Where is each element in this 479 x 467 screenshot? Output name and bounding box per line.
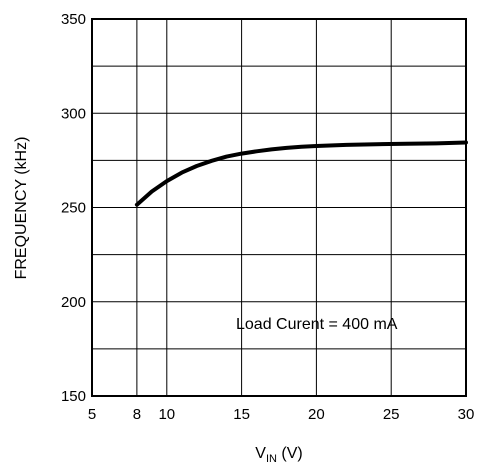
x-axis-label-subscript: IN [266, 453, 277, 465]
x-axis-label-main: V [255, 445, 266, 462]
y-tick-label: 250 [61, 200, 86, 217]
frequency-curve [134, 140, 468, 207]
y-tick-label: 200 [61, 294, 86, 311]
x-tick-label: 8 [133, 406, 141, 423]
grid-lines [92, 19, 466, 396]
y-tick-label: 350 [61, 11, 86, 28]
x-tick-label: 15 [233, 406, 250, 423]
x-axis-label-unit: (V) [277, 445, 303, 462]
x-tick-label: 10 [158, 406, 175, 423]
plot-area-frame [91, 18, 467, 397]
x-tick-label: 30 [458, 406, 475, 423]
x-tick-labels: 5 8 10 15 20 25 30 [88, 406, 475, 423]
y-tick-label: 150 [61, 388, 86, 405]
x-axis-label: VIN (V) [255, 445, 302, 465]
y-axis-label: FREQUENCY (kHz) [13, 137, 30, 280]
annotation-load-current: Load Curent = 400 mA [236, 316, 398, 333]
x-tick-label: 20 [308, 406, 325, 423]
x-tick-label: 25 [383, 406, 400, 423]
y-tick-label: 300 [61, 105, 86, 122]
x-tick-label: 5 [88, 406, 96, 423]
y-tick-labels: 150 200 250 300 350 [61, 11, 86, 405]
